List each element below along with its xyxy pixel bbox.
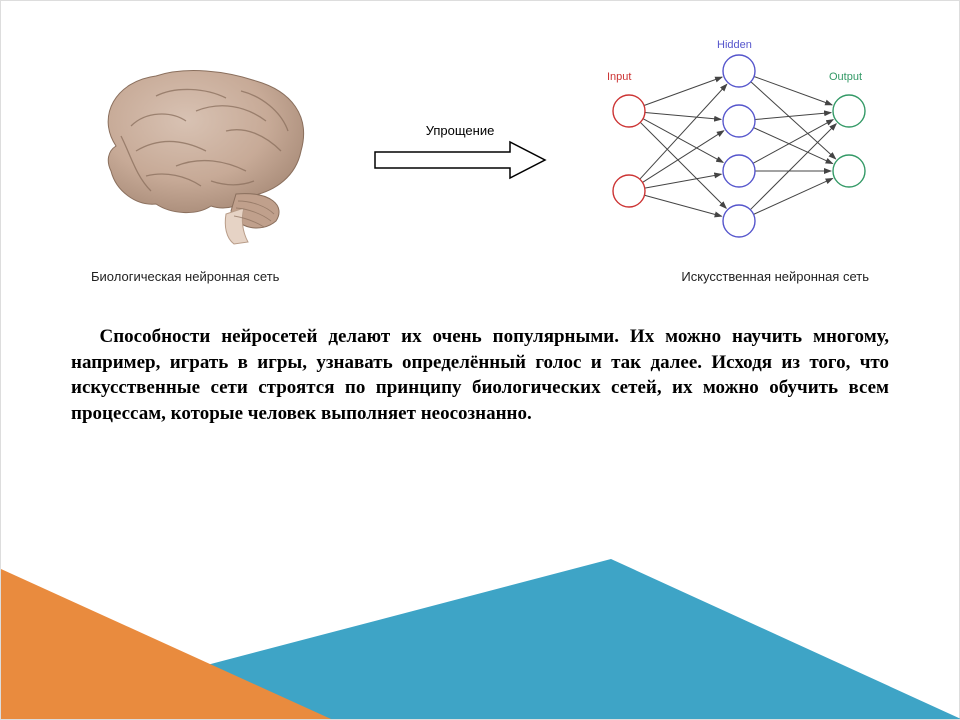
body-paragraph: Способности нейросетей делают их очень п… [71, 324, 889, 427]
arrow-icon [370, 140, 550, 180]
diagram-row: Упрощение Input Hidden Output [71, 41, 889, 261]
input-layer-label: Input [607, 71, 631, 83]
brain-illustration [71, 51, 331, 251]
decorative-triangles [1, 559, 960, 719]
hidden-layer-label: Hidden [717, 39, 752, 51]
simplification-arrow: Упрощение [360, 121, 560, 181]
brain-caption: Биологическая нейронная сеть [91, 269, 391, 284]
brain-icon [76, 56, 326, 246]
output-layer-label: Output [829, 71, 862, 83]
arrow-label: Упрощение [426, 123, 495, 138]
captions-row: Биологическая нейронная сеть Искусственн… [71, 269, 889, 284]
neural-network-diagram: Input Hidden Output [589, 41, 889, 261]
network-caption: Искусственная нейронная сеть [549, 269, 869, 284]
